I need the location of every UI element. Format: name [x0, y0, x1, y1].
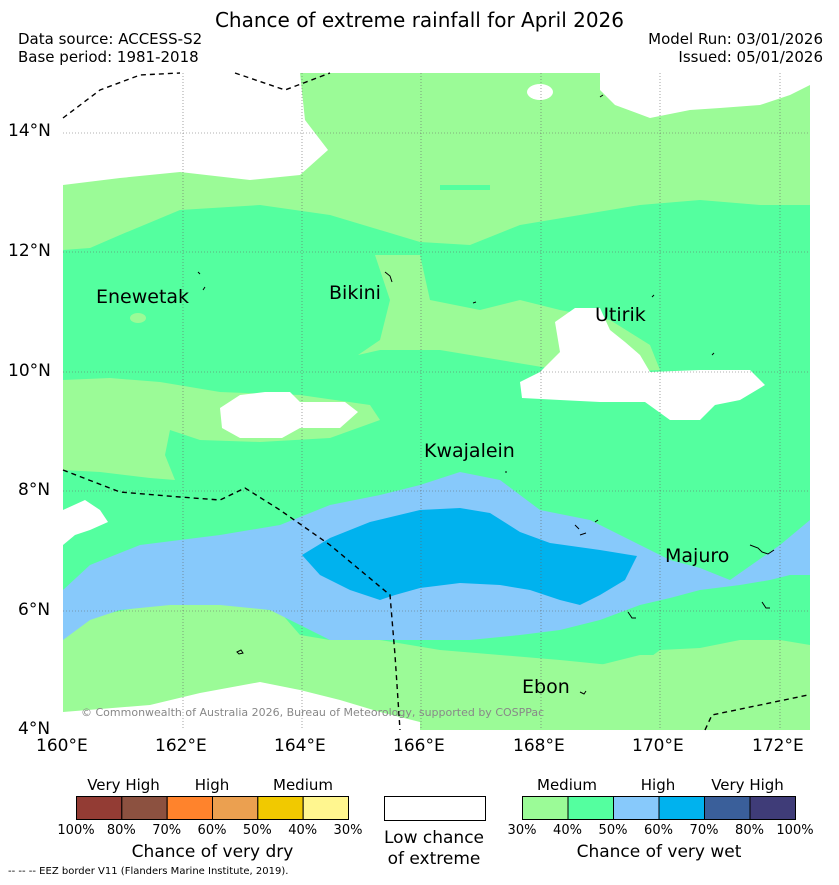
dry-caption: Chance of very dry	[131, 842, 294, 862]
data-source: Data source: ACCESS-S2	[18, 30, 203, 48]
lon-label: 172°E	[752, 736, 804, 756]
lon-label: 162°E	[155, 736, 207, 756]
lat-label: 4°N	[18, 719, 51, 739]
low-chance-area	[600, 73, 810, 118]
place-label-majuro: Majuro	[665, 545, 730, 567]
lon-label: 160°E	[36, 736, 88, 756]
place-label-utirik: Utirik	[595, 304, 646, 326]
wet-colorbar-segment	[704, 796, 751, 820]
low-chance-swatch	[384, 796, 486, 821]
dry-colorbar-tick: 100%	[57, 823, 95, 838]
wet-40-50-region	[440, 185, 490, 190]
lon-label: 166°E	[393, 736, 445, 756]
eez-border	[62, 72, 809, 731]
wet-header-high: High	[640, 776, 676, 794]
copyright-notice: © Commonwealth of Australia 2026, Bureau…	[81, 706, 545, 719]
island-outlines	[197, 94, 775, 695]
dry-colorbar-segment	[166, 796, 213, 820]
wet-header-very-high: Very High	[711, 776, 784, 794]
low-chance-area	[520, 308, 765, 420]
wet-colorbar-tick: 30%	[507, 823, 537, 838]
dry-colorbar-tick: 80%	[106, 823, 136, 838]
chart-title: Chance of extreme rainfall for April 202…	[214, 8, 625, 32]
place-label-ebon: Ebon	[522, 676, 570, 698]
wet-colorbar-tick: 50%	[598, 823, 628, 838]
lon-label: 168°E	[513, 736, 565, 756]
wet-colorbar-segment	[749, 796, 796, 820]
low-chance-area	[63, 73, 328, 185]
place-label-enewetak: Enewetak	[96, 286, 190, 308]
dry-header-high: High	[194, 776, 230, 794]
place-label-bikini: Bikini	[329, 282, 381, 304]
low-chance-label-line2: of extreme	[387, 849, 481, 869]
lon-label: 170°E	[632, 736, 684, 756]
place-label-kwajalein: Kwajalein	[424, 440, 515, 462]
dry-colorbar	[76, 796, 349, 820]
wet-colorbar-segment	[658, 796, 705, 820]
lat-label: 14°N	[8, 121, 51, 141]
wet-colorbar	[522, 796, 796, 820]
dry-colorbar-tick: 60%	[197, 823, 227, 838]
dry-colorbar-segment	[257, 796, 304, 820]
lat-label: 8°N	[18, 480, 51, 500]
wet-medium-region	[700, 695, 810, 730]
low-chance-label-line1: Low chance	[384, 828, 484, 848]
eez-footnote: -- -- -- EEZ border V11 (Flanders Marine…	[8, 866, 289, 877]
dry-colorbar-tick: 30%	[333, 823, 363, 838]
model-run: Model Run: 03/01/2026	[648, 30, 823, 48]
dry-colorbar-segment	[302, 796, 349, 820]
wet-medium-region	[130, 313, 146, 323]
lat-label: 10°N	[8, 361, 51, 381]
lat-label: 12°N	[8, 241, 51, 261]
low-chance-area	[527, 84, 553, 100]
base-period: Base period: 1981-2018	[18, 48, 199, 66]
wet-colorbar-tick: 60%	[644, 823, 673, 838]
wet-colorbar-tick: 80%	[735, 823, 764, 838]
issued-date: Issued: 05/01/2026	[678, 48, 823, 66]
dry-header-very-high: Very High	[87, 776, 160, 794]
wet-colorbar-segment	[567, 796, 614, 820]
dry-colorbar-tick: 70%	[152, 823, 182, 838]
dry-colorbar-segment	[121, 796, 168, 820]
wet-header-medium: Medium	[537, 776, 597, 794]
low-chance-area	[63, 682, 420, 730]
wet-colorbar-segment	[522, 796, 569, 820]
dry-colorbar-tick: 40%	[288, 823, 318, 838]
wet-60-70-region	[302, 508, 637, 605]
lat-label: 6°N	[18, 600, 51, 620]
lon-label: 164°E	[274, 736, 326, 756]
dry-colorbar-tick: 50%	[242, 823, 272, 838]
dry-header-medium: Medium	[273, 776, 333, 794]
dry-colorbar-segment	[212, 796, 259, 820]
wet-colorbar-tick: 70%	[689, 823, 719, 838]
wet-colorbar-tick: 100%	[776, 823, 814, 838]
wet-colorbar-tick: 40%	[553, 823, 582, 838]
wet-caption: Chance of very wet	[576, 842, 742, 862]
low-chance-area	[220, 392, 358, 438]
wet-colorbar-segment	[613, 796, 660, 820]
low-chance-area	[63, 500, 108, 545]
dry-colorbar-segment	[76, 796, 123, 820]
